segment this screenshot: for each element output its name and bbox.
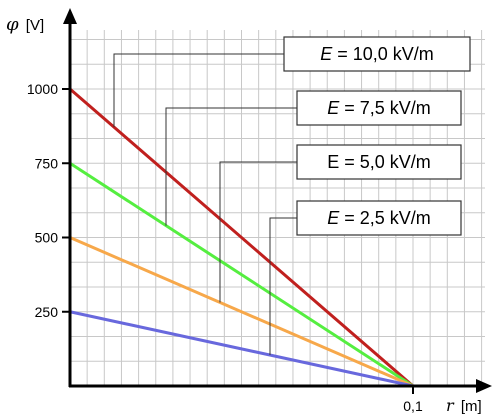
legend-box-1: [283, 36, 471, 72]
legend-label-symbol: E: [327, 152, 339, 172]
y-tick-label: 750: [35, 155, 59, 171]
legend-box-2: [296, 90, 462, 126]
series-lines: [68, 87, 415, 388]
legend-leader-lines: [113, 53, 297, 356]
series-line-3: [68, 236, 415, 388]
series-line-2: [68, 161, 415, 388]
x-tick-label: 0,1: [403, 398, 423, 414]
legend-label-value: = 7,5 kV/m: [339, 98, 431, 118]
y-axis-arrow: [63, 8, 77, 24]
series-line-1: [68, 87, 415, 388]
legend-label-2: E = 7,5 kV/m: [327, 98, 431, 118]
y-axis-title: φ [V]: [6, 14, 44, 35]
legend-label-symbol: E: [327, 208, 340, 228]
axes: [63, 8, 492, 393]
legend-label-symbol: E: [320, 44, 333, 64]
y-tick-label: 500: [35, 230, 59, 246]
legend-leader-4: [269, 217, 297, 356]
legend-label-value: = 10,0 kV/m: [332, 44, 434, 64]
legend-label-3: E = 5,0 kV/m: [327, 152, 431, 172]
legend-leader-2: [165, 107, 297, 226]
legend-leader-1: [113, 53, 284, 128]
x-axis-arrow: [476, 379, 492, 393]
legend-label-value: = 5,0 kV/m: [339, 152, 431, 172]
y-tick-label: 1000: [27, 81, 58, 97]
legend-label-value: = 2,5 kV/m: [339, 208, 431, 228]
legend-label-1: E = 10,0 kV/m: [320, 44, 434, 64]
y-tick-label: 250: [35, 304, 59, 320]
legend-label-4: E = 2,5 kV/m: [327, 208, 431, 228]
x-axis-title: r [m]: [446, 396, 482, 415]
legend-box-4: [296, 200, 462, 236]
legend: E = 10,0 kV/mE = 7,5 kV/mE = 5,0 kV/mE =…: [283, 36, 471, 236]
legend-box-3: [296, 144, 462, 180]
tick-labels: 250 500 750 1000 0,1: [27, 81, 423, 414]
series-line-4: [68, 310, 415, 388]
legend-label-symbol: E: [327, 98, 340, 118]
legend-leader-3: [219, 161, 297, 303]
